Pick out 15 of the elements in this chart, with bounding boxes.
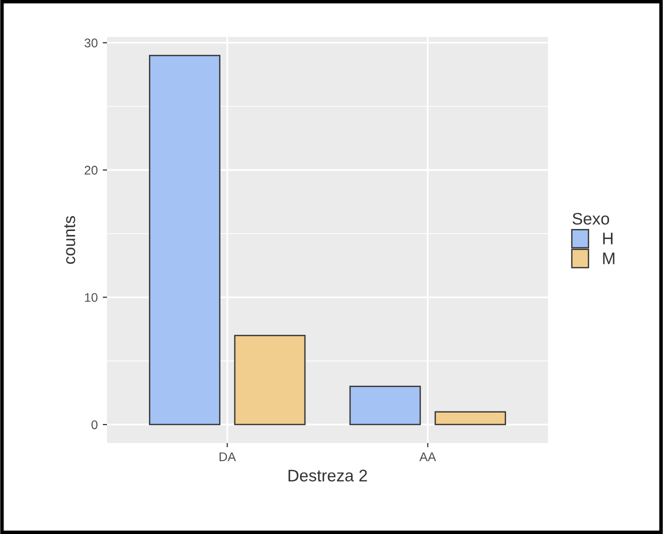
legend-label: M <box>603 252 614 264</box>
y-axis-title: counts <box>64 216 76 264</box>
y-tick-label: 0 <box>92 420 98 430</box>
x-axis-title: Destreza 2 <box>288 470 367 482</box>
legend-title: Sexo <box>572 212 610 225</box>
bar <box>148 54 220 426</box>
y-tick-label: 20 <box>84 166 98 175</box>
bar <box>349 386 421 426</box>
bar <box>234 334 306 426</box>
y-tick-label: 10 <box>85 293 98 302</box>
legend-label: H <box>603 232 612 244</box>
bar <box>434 411 506 426</box>
y-tick-label: 30 <box>84 38 98 48</box>
x-tick-label: DA <box>220 452 236 462</box>
x-tick-label: AA <box>419 452 436 462</box>
